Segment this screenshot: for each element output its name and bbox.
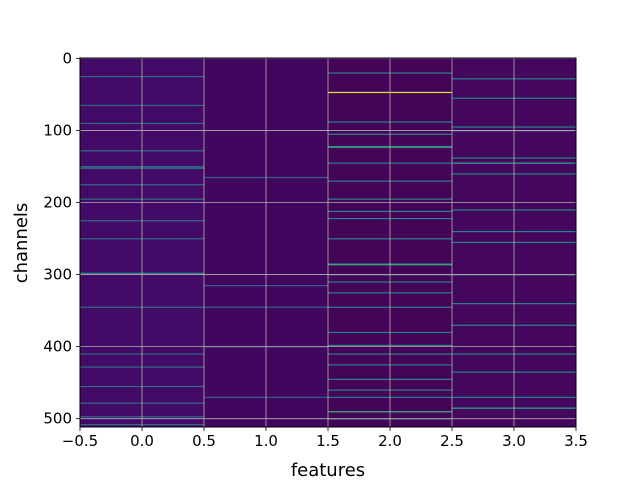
y-tick-label: 400 — [43, 338, 72, 356]
x-tick-label: 2.5 — [440, 432, 464, 450]
y-tick-label: 100 — [43, 121, 72, 139]
x-tick-label: −0.5 — [62, 432, 98, 450]
y-tick-label: 0 — [62, 49, 72, 67]
x-tick-label: 2.0 — [378, 432, 402, 450]
x-axis-label: features — [291, 460, 365, 480]
x-tick-label: 0.0 — [130, 432, 154, 450]
y-axis-ticks: 0 100 200 300 400 500 — [43, 49, 80, 428]
x-tick-label: 3.5 — [564, 432, 588, 450]
x-tick-label: 0.5 — [192, 432, 216, 450]
y-axis-label: channels — [11, 203, 32, 284]
y-tick-label: 300 — [43, 266, 72, 284]
x-tick-label: 3.0 — [502, 432, 526, 450]
y-tick-label: 500 — [43, 410, 72, 428]
x-axis-ticks: −0.5 0.0 0.5 1.0 1.5 2.0 2.5 3.0 3.5 — [62, 427, 588, 450]
y-tick-label: 200 — [43, 194, 72, 212]
x-tick-label: 1.0 — [254, 432, 278, 450]
gridlines — [80, 58, 576, 427]
x-tick-label: 1.5 — [316, 432, 340, 450]
